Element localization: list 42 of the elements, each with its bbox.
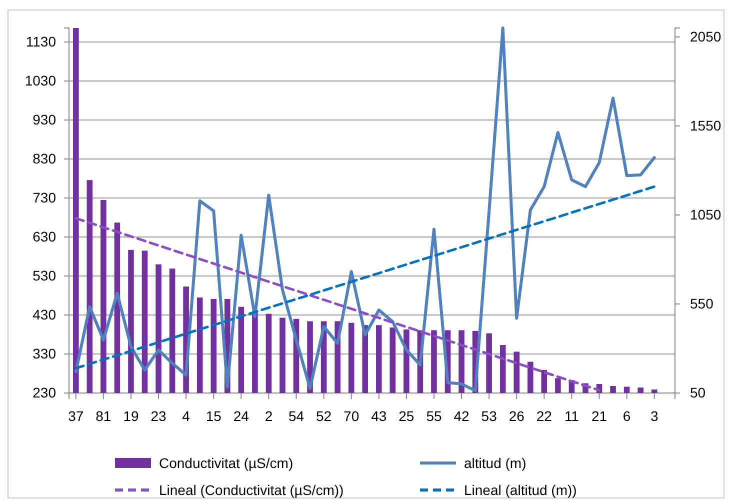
x-tick-label: 37: [68, 408, 84, 424]
x-tick-label: 11: [564, 408, 580, 424]
x-tick-label: 55: [426, 408, 442, 424]
y2-tick-label: 2050: [690, 28, 722, 44]
x-tick-label: 70: [344, 408, 360, 424]
x-tick-label: 53: [481, 408, 498, 424]
x-tick-label: 26: [508, 408, 525, 424]
x-tick-label: 43: [371, 408, 387, 424]
y-tick-label: 230: [32, 384, 56, 400]
legend-label: Lineal (altitud (m)): [464, 482, 577, 498]
x-tick-label: 54: [288, 408, 304, 424]
y-tick-label: 830: [32, 150, 56, 167]
y-tick-label: 530: [32, 267, 56, 284]
y2-tick-label: 50: [690, 384, 706, 400]
y-tick-label: 330: [32, 345, 56, 362]
legend-label: altitud (m): [464, 455, 526, 471]
y2-tick-label: 1550: [690, 117, 722, 134]
x-tick-label: 15: [206, 408, 222, 424]
x-tick-label: 42: [454, 408, 470, 424]
x-tick-label: 19: [123, 408, 139, 424]
x-tick-label: 22: [536, 408, 552, 424]
y-tick-label: 730: [32, 190, 56, 206]
y-tick-label: 930: [32, 112, 56, 128]
x-tick-label: 4: [182, 408, 190, 424]
x-tick-label: 52: [316, 408, 332, 424]
y-tick-label: 1030: [24, 72, 56, 89]
x-tick-label: 24: [233, 408, 250, 424]
x-tick-label: 23: [150, 408, 167, 424]
legend-label: Conductivitat (µS/cm): [159, 455, 294, 471]
x-tick-label: 25: [398, 408, 414, 424]
x-tick-label: 81: [96, 408, 112, 424]
x-tick-label: 2: [264, 408, 273, 424]
x-tick-label: 21: [591, 408, 608, 424]
y2-tick-label: 1050: [690, 206, 722, 222]
y-tick-label: 630: [32, 228, 56, 244]
y2-tick-label: 550: [690, 295, 714, 312]
y-tick-label: 1130: [26, 34, 56, 50]
x-tick-label: 6: [622, 408, 631, 424]
line-series: [74, 26, 656, 392]
y-tick-label: 430: [32, 306, 56, 322]
x-tick-label: 3: [650, 408, 658, 424]
legend-label: Lineal (Conductivitat (µS/cm)): [159, 482, 344, 498]
